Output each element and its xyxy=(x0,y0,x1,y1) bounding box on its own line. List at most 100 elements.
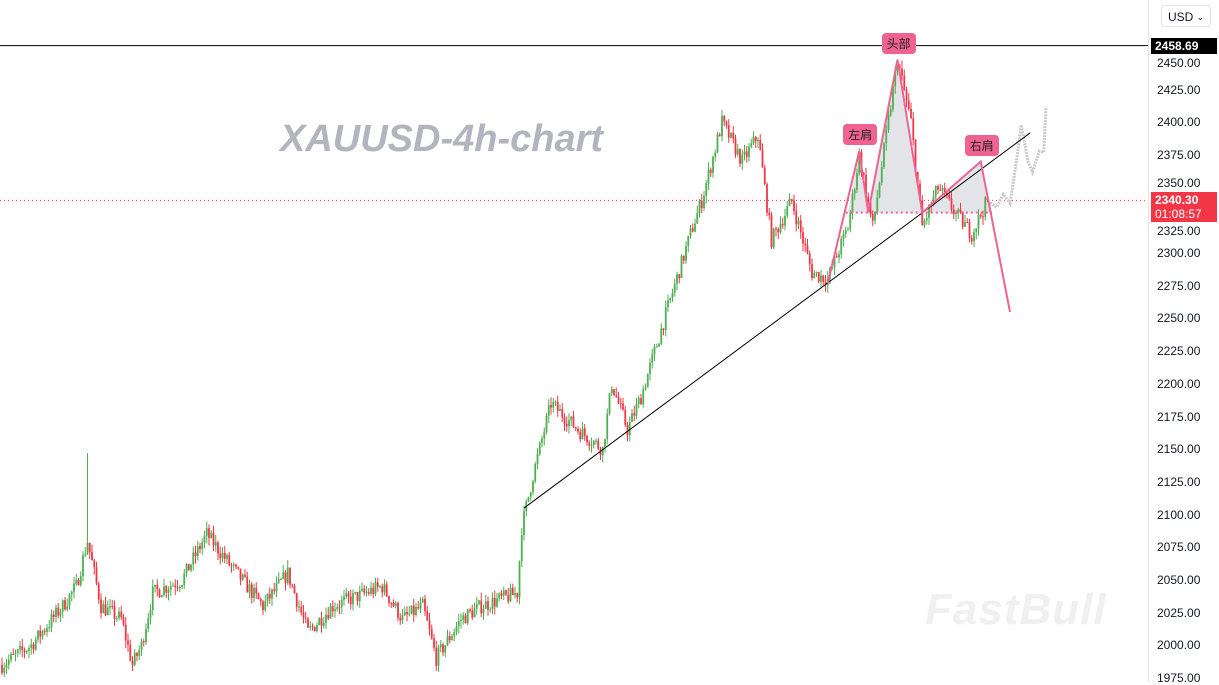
candle-body xyxy=(768,212,771,215)
candle-body xyxy=(403,611,406,616)
candle-body xyxy=(136,653,138,656)
candle-body xyxy=(325,614,327,623)
candle-body xyxy=(55,607,57,618)
chevron-down-icon: ⌄ xyxy=(1196,12,1204,22)
candle-body xyxy=(277,578,280,583)
candle-body xyxy=(340,599,343,608)
candle-body xyxy=(496,598,498,607)
candle-body xyxy=(797,220,800,225)
candle-body xyxy=(869,201,872,214)
candle-body xyxy=(457,620,460,627)
candle-body xyxy=(124,624,127,641)
candle-body xyxy=(766,184,768,213)
price-tick: 2175.00 xyxy=(1157,409,1201,424)
candle-body xyxy=(356,592,359,602)
candle-body xyxy=(41,631,44,637)
candle-body xyxy=(154,584,156,587)
candle-body xyxy=(237,566,240,569)
candle-body xyxy=(412,605,415,615)
candle-body xyxy=(133,653,136,665)
price-axis[interactable]: USD ⌄ 1975.00 2000.00 2025.00 2050.00 2075.00… xyxy=(1148,0,1219,685)
candle-body xyxy=(419,602,422,609)
price-chart[interactable] xyxy=(0,0,1148,682)
candle-body xyxy=(142,641,145,643)
candle-body xyxy=(507,594,510,602)
candle-body xyxy=(331,606,334,612)
candle-body xyxy=(428,620,431,630)
price-tick: 2050.00 xyxy=(1157,572,1201,587)
candle-body xyxy=(750,143,753,147)
candle-body xyxy=(772,228,775,248)
candle-body xyxy=(905,89,908,101)
candle-body xyxy=(856,173,858,190)
candle-body xyxy=(532,481,534,493)
candle-body xyxy=(442,644,444,653)
candle-body xyxy=(392,602,395,607)
candle-body xyxy=(714,152,717,157)
candle-body xyxy=(385,584,388,597)
candle-body xyxy=(271,589,273,599)
candle-body xyxy=(255,587,258,594)
candle-body xyxy=(145,629,147,643)
candle-body xyxy=(302,612,305,618)
candle-body xyxy=(109,605,111,608)
candle-body xyxy=(275,582,278,592)
candle-body xyxy=(784,215,786,226)
candle-body xyxy=(754,136,757,142)
candle-body xyxy=(554,401,557,403)
candle-body xyxy=(813,273,816,279)
candle-body xyxy=(851,193,854,213)
candle-body xyxy=(430,629,433,639)
candle-body xyxy=(824,282,827,286)
candle-body xyxy=(318,618,321,626)
candle-body xyxy=(541,438,543,443)
candle-body xyxy=(491,597,494,610)
candle-body xyxy=(257,593,260,599)
candle-body xyxy=(88,542,91,552)
candle-body xyxy=(520,535,523,562)
candle-body xyxy=(770,214,773,248)
candle-body xyxy=(104,604,107,616)
candle-body xyxy=(610,389,613,394)
candle-body xyxy=(664,307,667,330)
price-tick: 2425.00 xyxy=(1157,82,1201,97)
candle-body xyxy=(966,222,969,224)
candle-body xyxy=(21,646,24,651)
bar-countdown: 01:08:57 xyxy=(1155,207,1202,222)
candle-body xyxy=(343,596,345,600)
candle-body xyxy=(475,603,478,609)
candle-body xyxy=(185,563,188,574)
candle-body xyxy=(892,86,894,110)
candle-body xyxy=(66,606,69,610)
trendline xyxy=(523,132,1031,509)
candle-body xyxy=(347,593,350,597)
candle-body xyxy=(876,197,879,212)
candle-body xyxy=(149,610,152,619)
candle-body xyxy=(721,115,723,137)
candle-body xyxy=(250,584,253,598)
candle-body xyxy=(127,640,129,645)
candle-body xyxy=(660,328,663,344)
candle-body xyxy=(878,183,881,198)
candle-body xyxy=(394,602,397,607)
currency-select[interactable]: USD ⌄ xyxy=(1161,5,1211,27)
candle-body xyxy=(390,602,393,604)
candle-body xyxy=(617,396,620,404)
candle-body xyxy=(763,167,766,185)
candle-body xyxy=(912,118,915,141)
candle-body xyxy=(559,409,561,411)
candle-body xyxy=(437,647,440,666)
candle-body xyxy=(788,199,791,207)
candle-body xyxy=(129,644,132,661)
candle-body xyxy=(952,209,955,215)
candle-body xyxy=(853,189,856,194)
candle-body xyxy=(835,256,838,258)
candle-body xyxy=(50,614,53,628)
candle-body xyxy=(941,188,944,191)
candle-body xyxy=(694,223,696,232)
candle-body xyxy=(646,374,649,388)
candle-body xyxy=(75,580,78,584)
candle-body xyxy=(833,256,836,268)
candle-body xyxy=(604,439,606,447)
candle-body xyxy=(178,586,181,588)
